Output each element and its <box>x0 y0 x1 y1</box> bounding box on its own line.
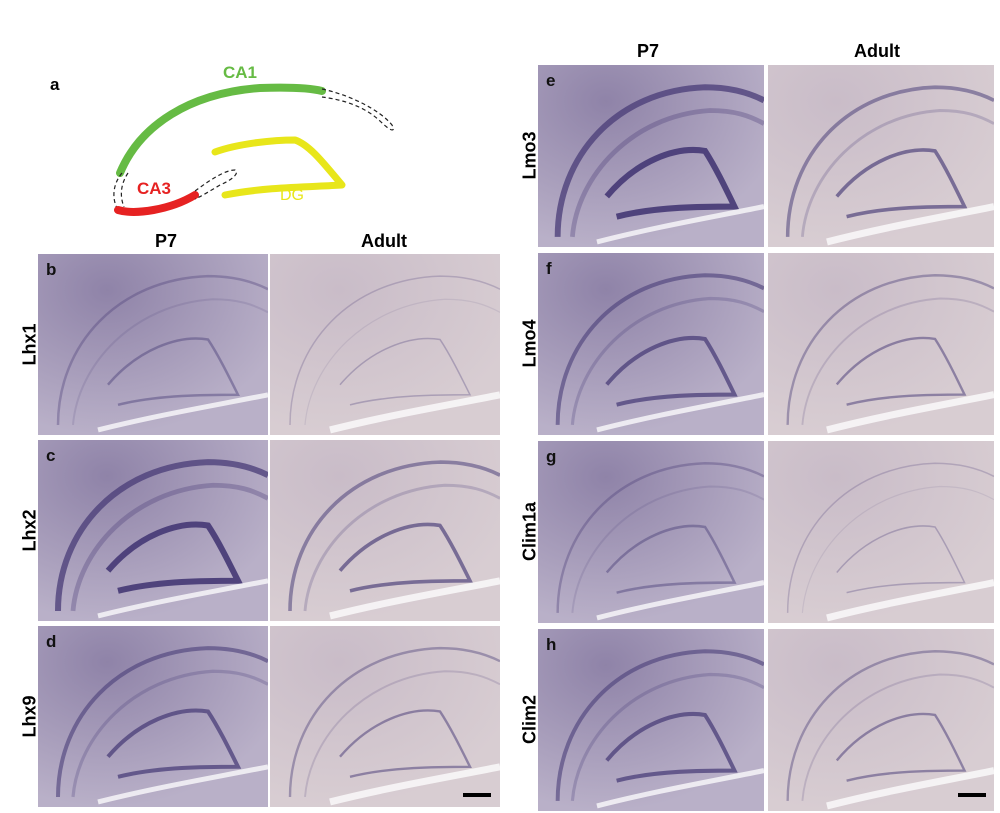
panel-letter-f: f <box>546 259 552 278</box>
panel-letter-h: h <box>546 635 557 654</box>
micrograph-lhx9-p7: d <box>38 626 268 807</box>
gene-label-clim2: Clim2 <box>519 694 540 745</box>
dg-region <box>211 136 346 199</box>
panel-letter-d: d <box>46 632 57 651</box>
ca1-dashed-outline <box>321 88 394 131</box>
gene-label-clim1a: Clim1a <box>519 501 540 562</box>
ca3-dashed-tail <box>194 169 238 200</box>
gene-label-lhx9: Lhx9 <box>19 695 40 738</box>
right-adult-header: Adult <box>854 41 900 61</box>
micrograph-lmo4-adult <box>768 253 994 435</box>
gene-label-lmo4: Lmo4 <box>519 319 540 368</box>
micrograph-lmo3-adult <box>768 65 994 247</box>
left-p7-header: P7 <box>154 231 178 251</box>
micrograph-lhx2-adult <box>270 440 500 621</box>
left-adult-header: Adult <box>361 231 407 251</box>
gene-label-lmo3: Lmo3 <box>519 131 540 180</box>
panel-letter-g: g <box>546 447 557 466</box>
micrograph-clim2-adult <box>768 629 994 811</box>
dg-label: DG <box>280 187 304 204</box>
panel-letter-c: c <box>46 446 56 465</box>
right-p7-header: P7 <box>636 41 660 61</box>
ca3-region <box>114 191 199 216</box>
schematic-drawing <box>113 83 394 216</box>
gene-label-lhx2: Lhx2 <box>19 509 40 552</box>
ca1-label: CA1 <box>223 63 258 82</box>
panel-letter-b: b <box>46 260 57 279</box>
micrograph-lhx1-p7: b <box>38 254 268 435</box>
micrograph-lmo3-p7: e <box>538 65 764 247</box>
scale-bar-right <box>958 793 986 797</box>
panel-letter-a: a <box>50 75 60 94</box>
micrograph-lhx2-p7: c <box>38 440 268 621</box>
ca3-dashed-left <box>113 172 129 211</box>
micrograph-clim2-p7: h <box>538 629 764 811</box>
hippocampus-schematic: a CA1 CA3 DG <box>40 55 440 240</box>
micrograph-clim1a-adult <box>768 441 994 623</box>
micrograph-clim1a-p7: g <box>538 441 764 623</box>
panel-letter-e: e <box>546 71 556 90</box>
ca1-region <box>116 83 326 177</box>
ca3-label: CA3 <box>137 179 172 198</box>
micrograph-lhx9-adult <box>270 626 500 807</box>
micrograph-lmo4-p7: f <box>538 253 764 435</box>
gene-label-lhx1: Lhx1 <box>19 323 40 366</box>
scale-bar-left <box>463 793 491 797</box>
micrograph-lhx1-adult <box>270 254 500 435</box>
